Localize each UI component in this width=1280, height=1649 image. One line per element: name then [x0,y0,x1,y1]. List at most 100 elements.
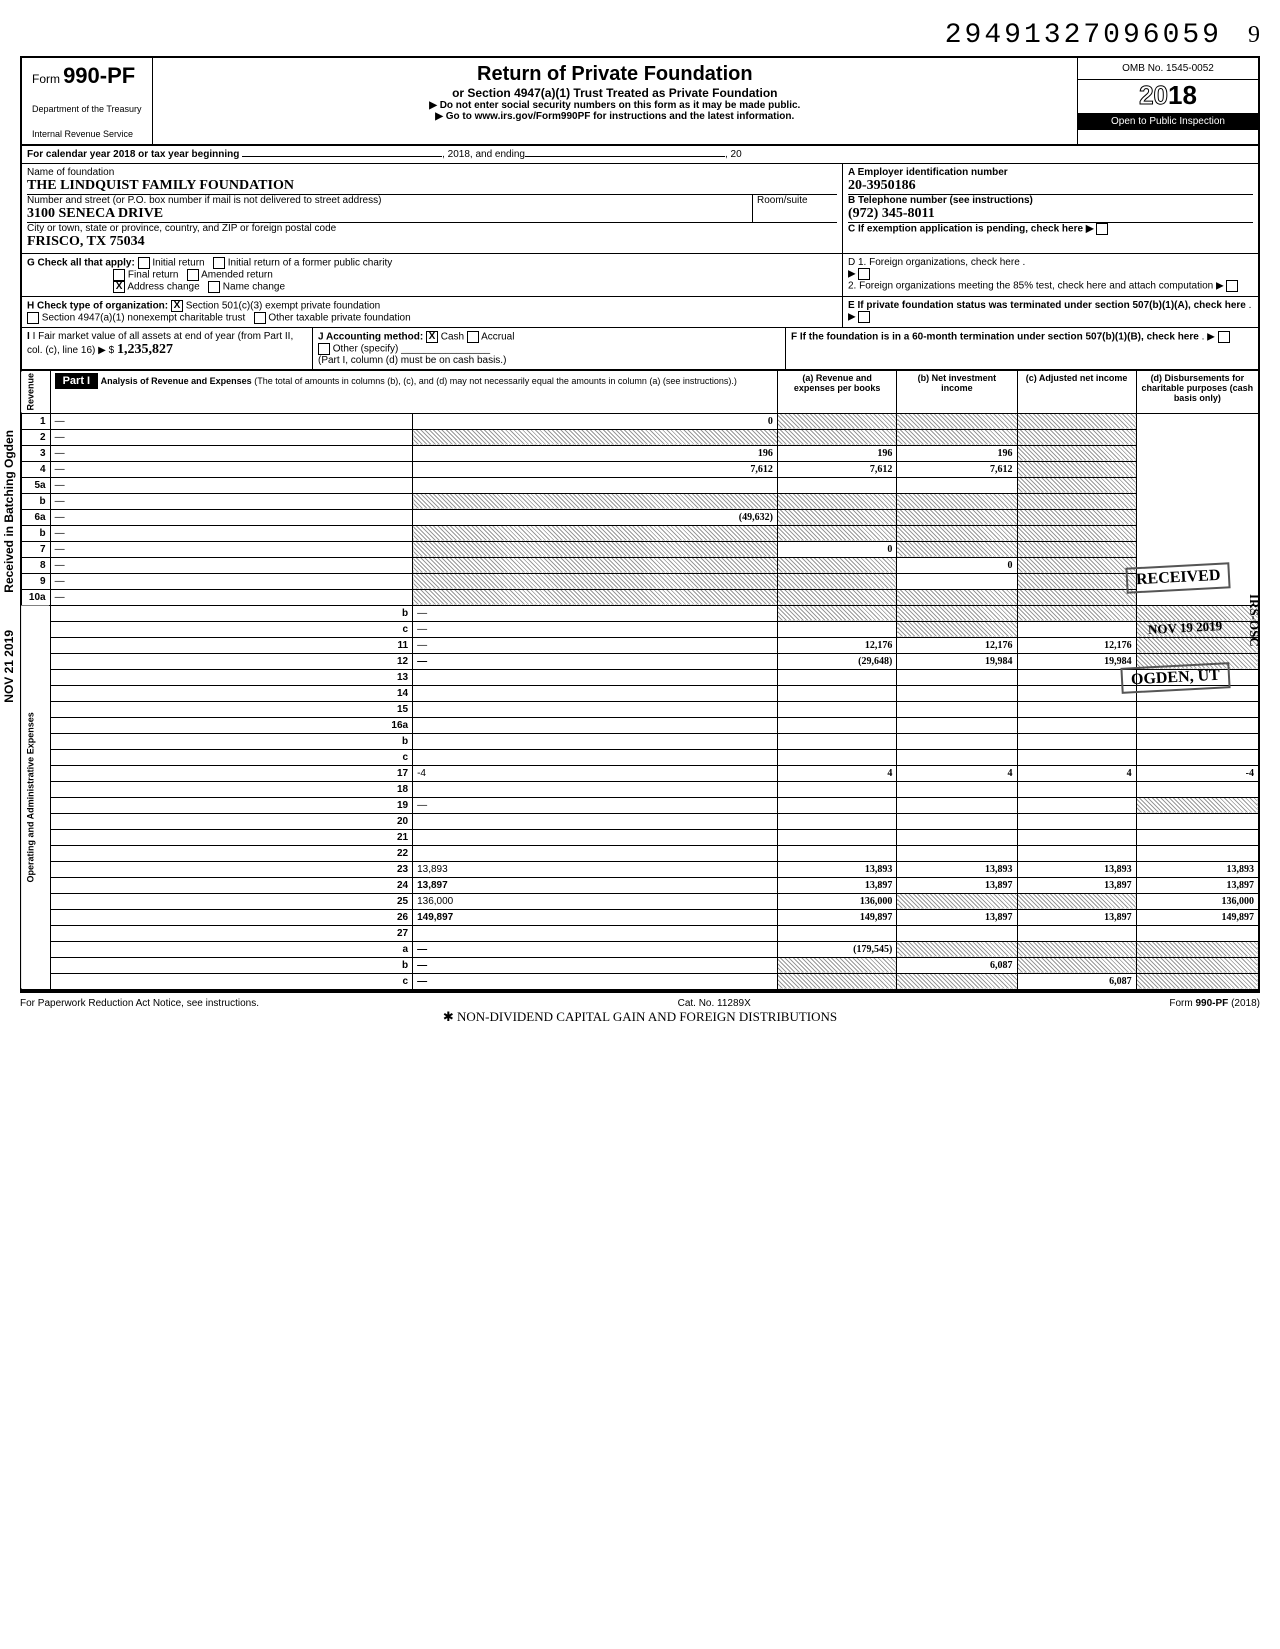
line-value-a [777,749,896,765]
501c3-checkbox[interactable]: X [171,300,183,312]
part1-table: Revenue Part I Analysis of Revenue and E… [20,370,1260,991]
cash-checkbox[interactable]: X [426,331,438,343]
col-a-header: (a) Revenue and expenses per books [777,371,896,414]
address-change-checkbox[interactable]: X [113,281,125,293]
line-value-b [777,493,896,509]
footnote-annotation: ✱ NON-DIVIDEND CAPITAL GAIN AND FOREIGN … [20,1009,1260,1025]
foundation-name: THE LINDQUIST FAMILY FOUNDATION [27,178,837,194]
dept-irs: Internal Revenue Service [32,129,142,139]
line-value-d [1136,941,1259,957]
line-value-d [1136,957,1259,973]
line-value-c: 0 [897,557,1017,573]
line-number: 2 [21,429,50,445]
line-value-d [1136,733,1259,749]
line-number: b [50,733,412,749]
line-description: — [413,605,778,621]
line-description [413,717,778,733]
line-value-c [1017,717,1136,733]
line-description: 149,897 [413,909,778,925]
line-description: — [50,413,412,429]
line-value-c [897,541,1017,557]
line-value-b: 196 [777,445,896,461]
line-value-a [777,829,896,845]
line-value-d [1136,717,1259,733]
line-number: 15 [50,701,412,717]
address-value: 3100 SENECA DRIVE [27,206,752,222]
line-number: 18 [50,781,412,797]
ein-value: 20-3950186 [848,178,1253,194]
line-value-d [1017,557,1136,573]
goto-url: ▶ Go to www.irs.gov/Form990PF for instru… [158,111,1072,122]
line-value-c: 196 [897,445,1017,461]
revenue-label: Revenue [21,371,50,414]
line-value-a: (49,632) [413,509,778,525]
line-value-c [1017,845,1136,861]
line-number: 27 [50,925,412,941]
line-value-a [413,493,778,509]
line-number: 26 [50,909,412,925]
form-subtitle: or Section 4947(a)(1) Trust Treated as P… [158,86,1072,100]
line-value-b: 13,897 [897,909,1017,925]
side-stamp-received: Received in Batching Ogden [2,430,16,593]
line-value-a: (29,648) [777,653,896,669]
line-value-b [777,413,896,429]
line-value-b: 7,612 [777,461,896,477]
line-number: b [50,957,412,973]
line-value-d [1017,477,1136,493]
line-value-c [1017,813,1136,829]
line-value-a [413,573,778,589]
line-value-d [1017,429,1136,445]
line-number: 13 [50,669,412,685]
line-value-b [897,669,1017,685]
line-value-d [1136,701,1259,717]
line-value-d [1136,973,1259,990]
line-description: — [50,557,412,573]
line-value-a [777,701,896,717]
line-value-c [897,525,1017,541]
line-value-b [897,685,1017,701]
line-number: 23 [50,861,412,877]
line-value-c [897,413,1017,429]
fmv-value: 1,235,827 [117,342,173,357]
line-description [413,829,778,845]
line-number: 10a [21,589,50,605]
line-value-d [1017,461,1136,477]
line-value-c: 19,984 [1017,653,1136,669]
line-value-d [1017,525,1136,541]
calendar-year-line: For calendar year 2018 or tax year begin… [20,146,1260,164]
line-value-c: 12,176 [1017,637,1136,653]
line-value-d: -4 [1136,765,1259,781]
line-number: 9 [21,573,50,589]
line-value-a: 149,897 [777,909,896,925]
col-d-header: (d) Disbursements for charitable purpose… [1136,371,1259,414]
line-value-c [1017,941,1136,957]
footer-mid: Cat. No. 11289X [678,998,751,1009]
line-value-b [897,749,1017,765]
line-value-c: 13,897 [1017,877,1136,893]
part1-label: Part I [55,373,99,389]
page-header: 29491327096059 9 [20,20,1260,51]
omb-number: OMB No. 1545-0052 [1078,58,1258,80]
line-description [413,845,778,861]
line-value-a [777,717,896,733]
city-label: City or town, state or province, country… [27,223,837,234]
col-c-header: (c) Adjusted net income [1017,371,1136,414]
form-number: 990-PF [63,63,135,88]
line-value-a [413,525,778,541]
line-value-b: 12,176 [897,637,1017,653]
line-description: — [50,429,412,445]
line-value-a [777,957,896,973]
section-f: F If the foundation is in a 60-month ter… [791,332,1199,343]
line-value-d [1017,413,1136,429]
line-value-d [1136,925,1259,941]
document-id: 29491327096059 [945,20,1222,51]
phone-value: (972) 345-8011 [848,206,1253,222]
line-number: b [21,493,50,509]
line-value-b [777,573,896,589]
line-number: 4 [21,461,50,477]
line-value-b [777,477,896,493]
line-number: c [50,973,412,990]
line-value-c [897,509,1017,525]
line-value-a [777,781,896,797]
line-value-d [1017,589,1136,605]
